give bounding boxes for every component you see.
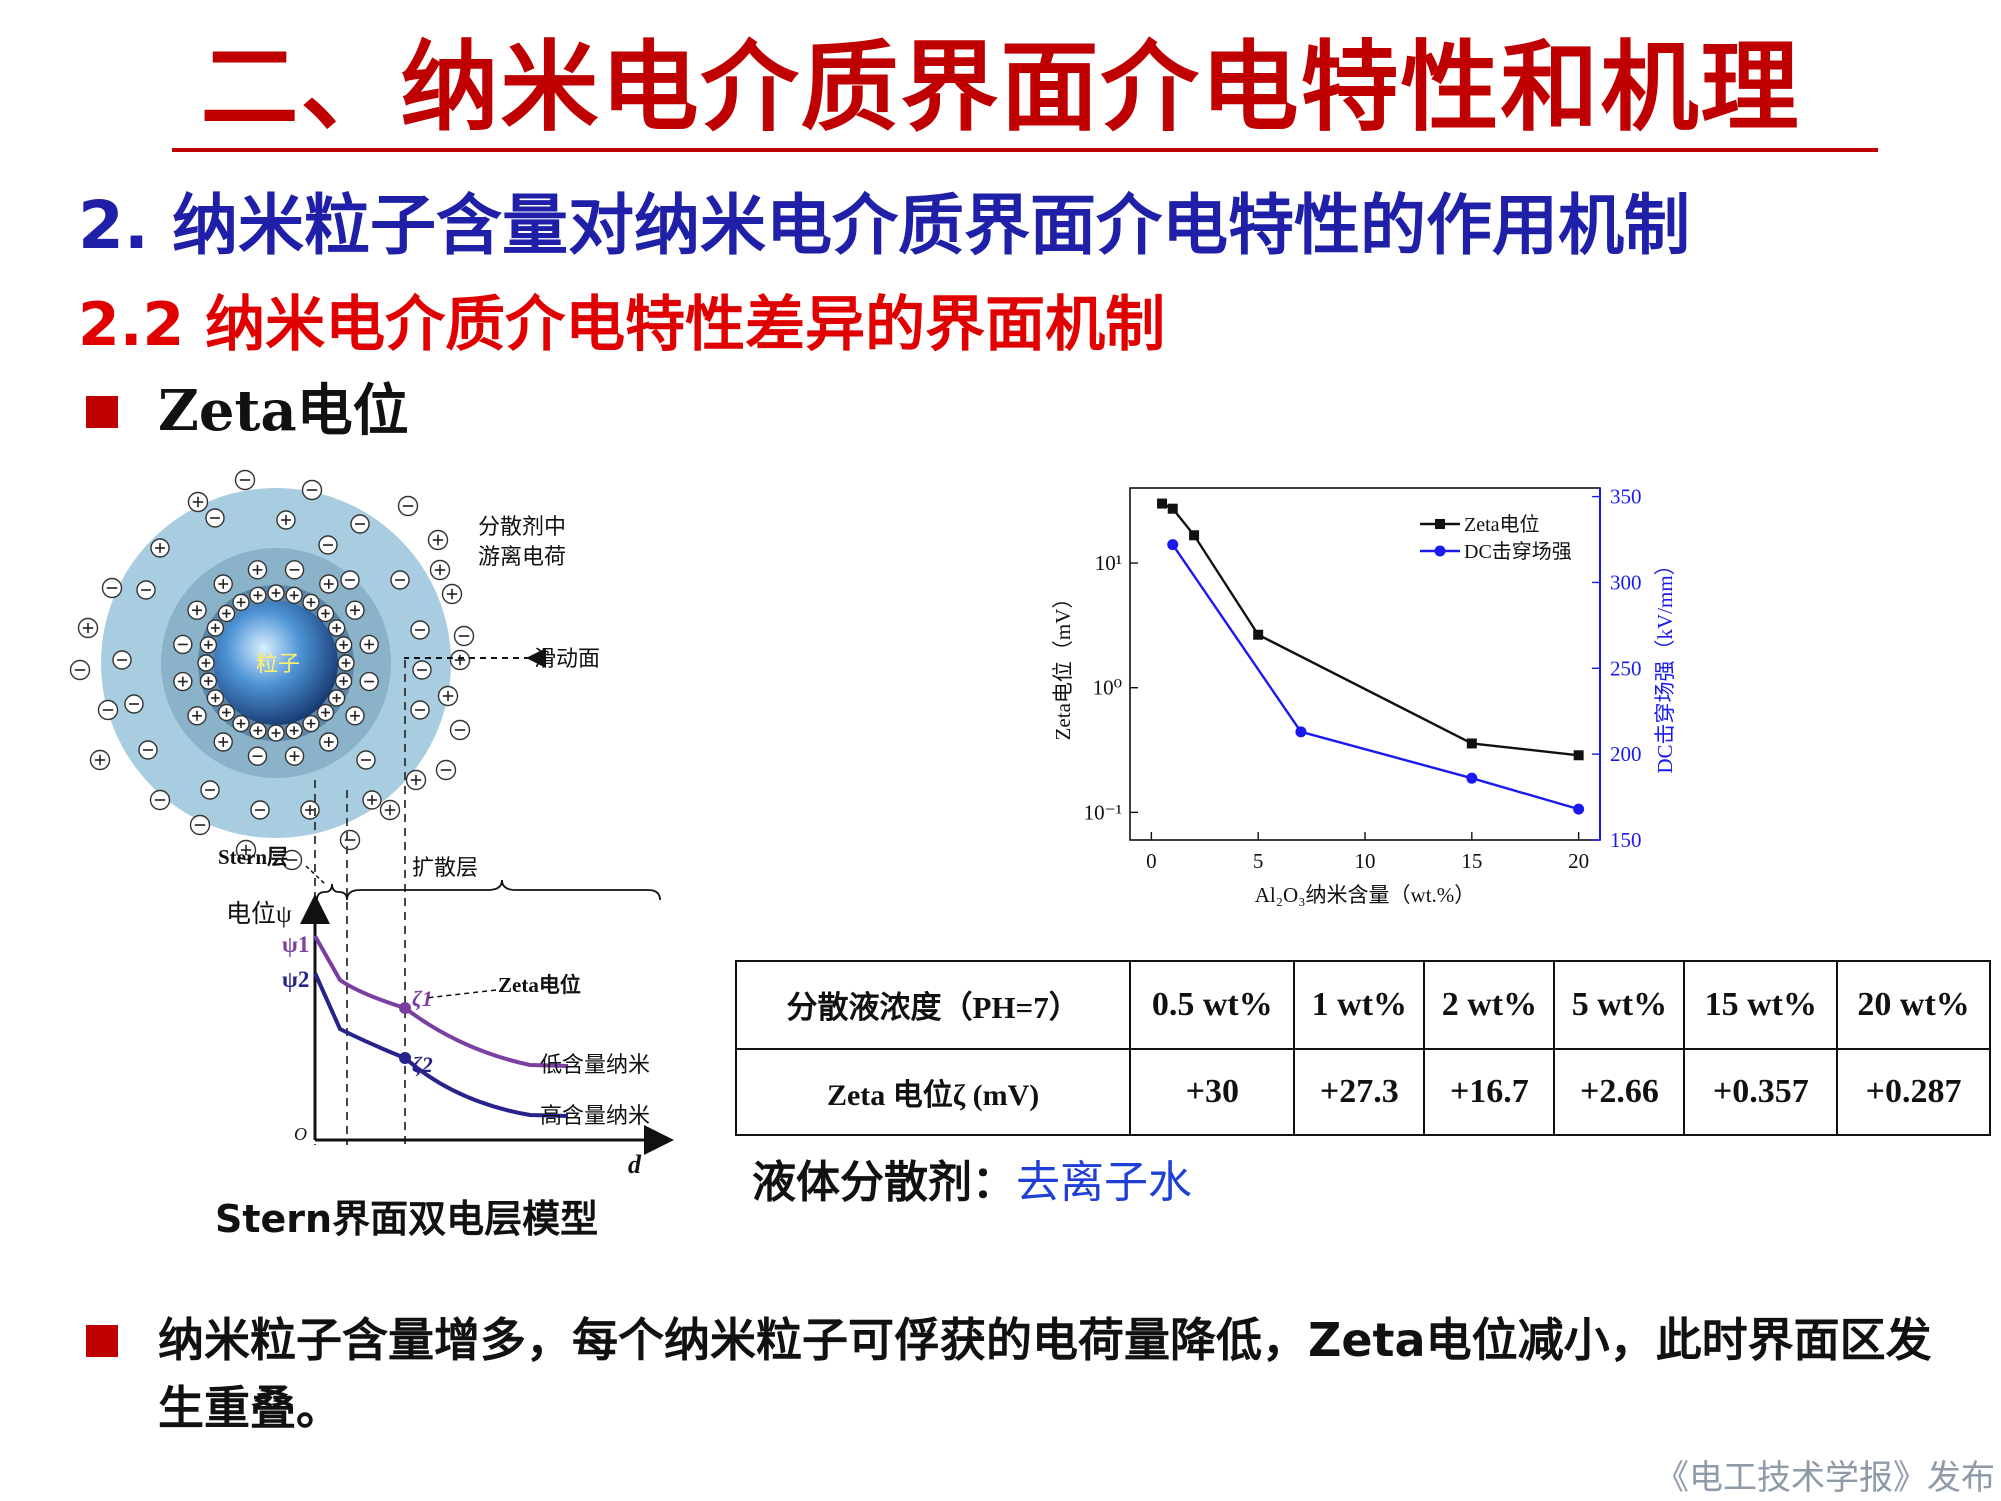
bullet-square-icon [86, 1325, 118, 1357]
chart-legend: Zeta电位 DC击穿场强 [1420, 513, 1572, 563]
particle-label: 粒子 [256, 651, 300, 676]
table-row: Zeta 电位ζ (mV) +30 +27.3 +16.7 +2.66 +0.3… [734, 1047, 1991, 1137]
free-charge-label-2: 游离电荷 [478, 544, 566, 569]
y-right-tick-label: 350 [1610, 485, 1642, 509]
y-left-tick-label: 10⁰ [1093, 676, 1122, 700]
distance-axis-label: d [628, 1150, 642, 1179]
zeta-pointer [425, 989, 497, 999]
section-heading: 2. 纳米粒子含量对纳米电介质界面介电特性的作用机制 [78, 187, 1690, 264]
slip-plane-label: 滑动面 [534, 646, 600, 671]
legend-marker [1434, 545, 1446, 557]
y-left-axis-label: Zeta电位（mV） [1051, 588, 1075, 741]
data-point-circle [1167, 539, 1179, 551]
data-point-circle [1573, 803, 1585, 815]
solvent-label: 液体分散剂： [752, 1157, 1016, 1208]
y-right-tick-label: 300 [1610, 570, 1642, 594]
chart-series [1157, 498, 1585, 815]
data-point-square [1253, 629, 1264, 640]
x-tick-label: 10 [1355, 849, 1376, 873]
table-row-label: Zeta 电位ζ (mV) [734, 1047, 1132, 1137]
x-tick-label: 20 [1568, 849, 1589, 873]
zeta-breakdown-chart: 0 5 10 15 20 10⁻¹ 10⁰ 10¹ 150 200 250 300 350 Al₂O₃纳米… [1051, 485, 1677, 907]
chart-ticks: 0 5 10 15 20 10⁻¹ 10⁰ 10¹ 150 200 250 300 350 Al₂O₃纳米… [1051, 485, 1677, 907]
low-content-label: 低含量纳米 [540, 1052, 650, 1077]
table-header-cell: 1 wt% [1293, 960, 1426, 1050]
solvent-value: 去离子水 [1016, 1157, 1192, 1208]
legend-marker [1435, 519, 1445, 529]
zeta1-point [399, 1002, 411, 1014]
charge-symbols [69, 469, 475, 871]
publisher-footer: 《电工技术学报》发布 [1655, 1458, 1995, 1498]
psi2-label: ψ2 [282, 967, 309, 992]
data-point-circle [1295, 726, 1307, 738]
series-line [1171, 543, 1579, 811]
solvent-note: 液体分散剂：去离子水 [752, 1146, 1192, 1210]
y-left-tick-label: 10¹ [1095, 551, 1122, 575]
psi1-label: ψ1 [282, 932, 309, 957]
y-left-tick-label: 10⁻¹ [1084, 800, 1122, 824]
stern-layer-pointer [305, 865, 326, 885]
y-right-tick-label: 200 [1610, 742, 1642, 766]
x-tick-label: 5 [1253, 849, 1264, 873]
data-point-square [1573, 750, 1584, 761]
x-tick-label: 15 [1461, 849, 1482, 873]
diffuse-layer-label: 扩散层 [412, 855, 478, 880]
stern-layer-label: Stern层 [218, 845, 288, 869]
data-point-square [1189, 530, 1200, 541]
zeta2-label: ζ2 [412, 1052, 433, 1077]
bullet-zeta-potential: Zeta电位 [158, 378, 409, 444]
diffuse-brace [346, 879, 661, 901]
bullet-square-icon [86, 396, 118, 428]
data-point-square [1466, 738, 1477, 749]
table-header-cell: 2 wt% [1423, 960, 1556, 1050]
low-content-curve [313, 935, 569, 1068]
table-cell: +30 [1129, 1047, 1296, 1137]
zeta-potential-label: Zeta电位 [498, 973, 581, 997]
table-cell: +0.357 [1683, 1047, 1839, 1137]
table-header-cell: 15 wt% [1683, 960, 1839, 1050]
data-point-square [1157, 498, 1168, 509]
table-cell: +16.7 [1423, 1047, 1556, 1137]
particle [214, 601, 338, 725]
stern-model-diagram: 粒子 滑动面 分散剂中 游离电荷 Stern层 扩散层 电位ψ ψ1 ψ2 O … [69, 469, 674, 1179]
x-tick-label: 0 [1146, 849, 1157, 873]
zeta-potential-table: 分散液浓度（PH=7） 0.5 wt% 1 wt% 2 wt% 5 wt% 15… [734, 960, 1991, 1137]
page-title: 二、纳米电介质界面介电特性和机理 [200, 31, 1801, 145]
subsection-heading: 2.2 纳米电介质介电特性差异的界面机制 [78, 290, 1166, 360]
origin-label: O [294, 1124, 307, 1144]
table-header-cell: 分散液浓度（PH=7） [734, 960, 1132, 1050]
stern-model-caption: Stern界面双电层模型 [215, 1197, 599, 1241]
legend-label: DC击穿场强 [1464, 540, 1572, 563]
table-cell: +27.3 [1293, 1047, 1426, 1137]
table-cell: +0.287 [1836, 1047, 1991, 1137]
y-right-tick-label: 150 [1610, 828, 1642, 852]
x-axis-label: Al₂O₃纳米含量（wt.%） [1255, 883, 1476, 907]
potential-axis-label: 电位ψ [226, 900, 292, 928]
table-header-cell: 20 wt% [1836, 960, 1991, 1050]
high-content-label: 高含量纳米 [540, 1103, 650, 1128]
data-point-square [1167, 503, 1178, 514]
y-right-tick-label: 250 [1610, 656, 1642, 680]
data-point-circle [1466, 772, 1478, 784]
y-right-axis-label: DC击穿场强（kV/mm） [1653, 554, 1677, 773]
table-header-cell: 5 wt% [1553, 960, 1686, 1050]
zeta1-label: ζ1 [412, 986, 433, 1011]
legend-label: Zeta电位 [1464, 513, 1540, 536]
stern-brace [316, 883, 348, 901]
table-cell: +2.66 [1553, 1047, 1686, 1137]
free-charge-label-1: 分散剂中 [478, 514, 566, 539]
table-header-cell: 0.5 wt% [1129, 960, 1296, 1050]
conclusion-text: 纳米粒子含量增多，每个纳米粒子可俘获的电荷量降低，Zeta电位减小，此时界面区发… [158, 1313, 1932, 1435]
table-header-row: 分散液浓度（PH=7） 0.5 wt% 1 wt% 2 wt% 5 wt% 15… [734, 960, 1991, 1050]
zeta2-point [399, 1052, 411, 1064]
title-divider [172, 148, 1878, 152]
